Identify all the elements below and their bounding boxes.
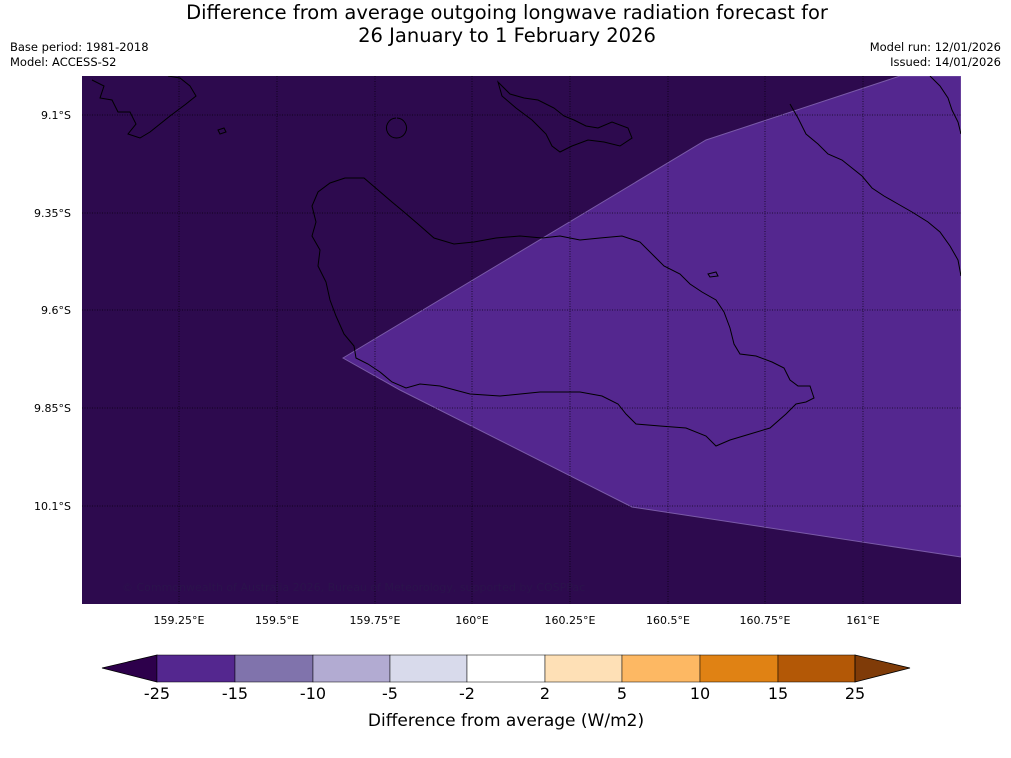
colorbar-segment — [156, 654, 236, 683]
colorbar-segment — [389, 654, 468, 683]
island-coastline — [789, 103, 961, 277]
island-coastline — [929, 76, 961, 135]
lon-tick-label: 159.5°E — [255, 614, 299, 627]
colorbar-segment — [312, 654, 391, 683]
colorbar-segment — [466, 654, 546, 683]
lon-tick-label: 159.25°E — [154, 614, 205, 627]
island-coastline — [496, 80, 633, 153]
graticule — [82, 76, 961, 604]
island-coastline — [91, 76, 197, 139]
lon-tick-label: 160.5°E — [646, 614, 690, 627]
colorbar-segment — [699, 654, 779, 683]
island-coastline — [311, 177, 815, 447]
lon-tick-label: 160°E — [455, 614, 488, 627]
colorbar-tick-label: -2 — [459, 684, 475, 703]
title-line-1: Difference from average outgoing longwav… — [186, 1, 828, 24]
colorbar-tick-label: -5 — [382, 684, 398, 703]
lon-tick-label: 160.25°E — [545, 614, 596, 627]
chart-title: Difference from average outgoing longwav… — [0, 1, 1011, 47]
colorbar-tick-label: 2 — [540, 684, 550, 703]
issued-date: Issued: 14/01/2026 — [890, 55, 1001, 69]
lat-tick-label: 9.6°S — [41, 304, 71, 317]
coastlines — [91, 76, 961, 447]
lat-tick-label: 9.35°S — [34, 207, 71, 220]
lat-tick-label: 10.1°S — [34, 500, 71, 513]
colorbar-tick-label: 10 — [690, 684, 710, 703]
map-content: © Commonwealth of Australia 2026, Bureau… — [82, 76, 961, 604]
title-line-2: 26 January to 1 February 2026 — [358, 24, 656, 47]
anomaly-region — [342, 76, 961, 558]
colorbar-segment — [234, 654, 314, 683]
model-name: Model: ACCESS-S2 — [10, 55, 117, 69]
colorbar-segment — [621, 654, 701, 683]
lat-tick-label: 9.1°S — [41, 109, 71, 122]
lat-axis: 9.1°S 9.35°S 9.6°S 9.85°S 10.1°S — [34, 109, 71, 513]
model-run: Model run: 12/01/2026 — [869, 40, 1001, 54]
credit-text: © Commonwealth of Australia 2026, Bureau… — [122, 581, 585, 594]
colorbar-under-arrow — [101, 654, 158, 683]
islet-coastline — [217, 127, 227, 135]
base-period: Base period: 1981-2018 — [10, 40, 149, 54]
lon-axis: 159.25°E 159.5°E 159.75°E 160°E 160.25°E… — [154, 614, 880, 627]
lat-tick-label: 9.85°S — [34, 402, 71, 415]
colorbar-tick-label: -10 — [300, 684, 326, 703]
islet-coastline — [386, 117, 407, 139]
colorbar-tick-label: 15 — [768, 684, 788, 703]
colorbar-ticks: -25 -15 -10 -5 -2 2 5 10 15 25 — [144, 684, 865, 703]
lon-tick-label: 161°E — [846, 614, 879, 627]
colorbar-segment — [777, 654, 856, 683]
colorbar-tick-label: -25 — [144, 684, 170, 703]
colorbar-tick-label: 25 — [845, 684, 865, 703]
lon-tick-label: 159.75°E — [350, 614, 401, 627]
islet-coastline — [707, 271, 719, 278]
colorbar-tick-label: 5 — [617, 684, 627, 703]
colorbar-label: Difference from average (W/m2) — [368, 711, 644, 731]
colorbar-tick-label: -15 — [222, 684, 248, 703]
meta-left: Base period: 1981-2018 Model: ACCESS-S2 — [10, 40, 149, 70]
lon-tick-label: 160.75°E — [740, 614, 791, 627]
colorbar-over-arrow — [854, 654, 911, 683]
meta-right: Model run: 12/01/2026 Issued: 14/01/2026 — [870, 40, 1001, 70]
colorbar-segment — [544, 654, 623, 683]
colorbar: -25 -15 -10 -5 -2 2 5 10 15 25 Differenc… — [101, 654, 911, 731]
